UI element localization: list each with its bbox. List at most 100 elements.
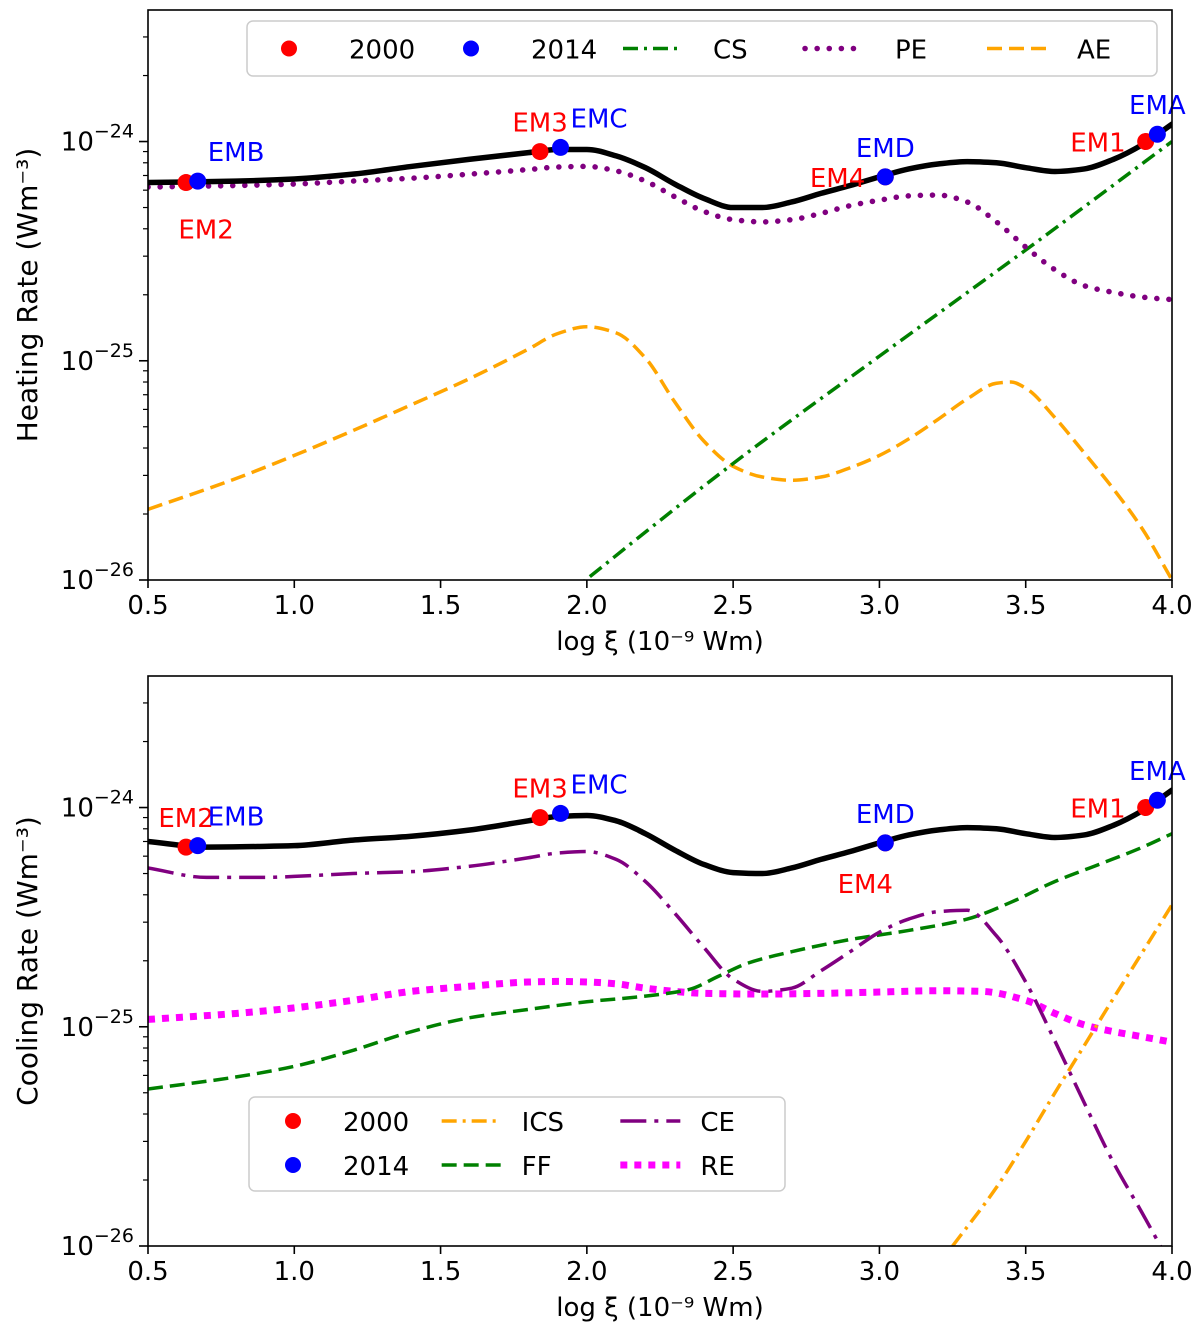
x-tick-label: 2.0 — [566, 1257, 607, 1287]
y-tick-exponent: −24 — [94, 121, 134, 143]
point-label-em2: EM2 — [178, 216, 233, 246]
series-line-ff — [148, 832, 1172, 1091]
series-line-ae — [148, 324, 1172, 580]
y-tick-base: 10 — [61, 347, 94, 377]
point-emb — [189, 172, 207, 190]
legend-label-ff: FF — [522, 1152, 552, 1182]
y-tick-base: 10 — [61, 1232, 94, 1262]
legend-label-2014: 2014 — [531, 36, 597, 66]
point-emc — [552, 138, 570, 156]
point-ema — [1148, 125, 1166, 143]
point-label-em1: EM1 — [1070, 795, 1125, 825]
y-tick-exponent: −26 — [94, 559, 134, 581]
y-tick-exponent: −25 — [94, 1006, 134, 1028]
point-label-em4: EM4 — [810, 164, 865, 194]
legend-label-cs: CS — [713, 36, 748, 66]
legend-label-ics: ICS — [522, 1108, 564, 1138]
series-group — [148, 121, 1172, 580]
x-tick-label: 2.5 — [712, 1257, 753, 1287]
x-tick-label: 1.0 — [274, 1257, 315, 1287]
x-axis: 0.5 1.0 1.5 2.0 2.5 3.0 3.5 4.0 — [127, 580, 1193, 621]
x-tick-label: 4.0 — [1151, 1257, 1192, 1287]
y-tick-label: 10−25 — [61, 340, 134, 377]
point-emb — [189, 837, 207, 855]
point-emd — [876, 168, 894, 186]
x-tick-label: 3.5 — [1005, 591, 1046, 621]
legend: 2000 2014 CS PE AE — [246, 20, 1158, 77]
x-tick-label: 0.5 — [127, 1257, 168, 1287]
x-tick-label: 2.0 — [566, 591, 607, 621]
x-tick-label: 1.0 — [274, 591, 315, 621]
point-label-em2: EM2 — [158, 804, 213, 834]
y-tick-base: 10 — [61, 1013, 94, 1043]
legend-swatch-2000 — [285, 1113, 301, 1129]
series-line-total — [148, 787, 1172, 877]
point-label-em1: EM1 — [1070, 129, 1125, 159]
series-line-pe — [148, 163, 1172, 303]
legend-label-2000: 2000 — [343, 1108, 409, 1138]
point-emc — [552, 804, 570, 822]
x-tick-label: 0.5 — [127, 591, 168, 621]
point-label-emc: EMC — [571, 770, 628, 800]
series-group — [148, 787, 1172, 1246]
point-emd — [876, 834, 894, 852]
y-axis-label: Cooling Rate (Wm⁻³) — [11, 816, 44, 1106]
y-tick-base: 10 — [61, 566, 94, 596]
point-label-em3: EM3 — [512, 109, 567, 139]
legend-swatch-2014 — [463, 40, 479, 57]
point-label-emc: EMC — [571, 104, 628, 134]
legend-swatch-2000 — [281, 40, 297, 57]
series-line-ce — [148, 849, 1163, 1246]
legend-swatch-2014 — [285, 1157, 301, 1173]
y-tick-label: 10−25 — [61, 1006, 134, 1043]
legend-label-2000: 2000 — [349, 36, 415, 66]
x-axis-label: log ξ (10⁻⁹ Wm) — [556, 627, 763, 657]
legend-label-2014: 2014 — [343, 1152, 409, 1182]
y-tick-exponent: −26 — [94, 1225, 134, 1247]
point-label-em3: EM3 — [512, 775, 567, 805]
point-label-emd: EMD — [856, 800, 915, 830]
point-label-ema: EMA — [1129, 91, 1186, 121]
point-label-emb: EMB — [208, 138, 265, 168]
y-tick-base: 10 — [61, 128, 94, 158]
y-tick-label: 10−24 — [61, 787, 134, 824]
x-axis: 0.5 1.0 1.5 2.0 2.5 3.0 3.5 4.0 — [127, 1246, 1193, 1287]
axes-frame — [147, 9, 1173, 581]
point-em3 — [531, 809, 549, 827]
legend-label-ce: CE — [700, 1108, 735, 1138]
x-tick-label: 4.0 — [1151, 591, 1192, 621]
point-label-em4: EM4 — [838, 870, 893, 900]
x-tick-label: 3.0 — [859, 1257, 900, 1287]
legend: 2000 2014 ICS FF CE RE — [248, 1096, 786, 1192]
series-line-total — [148, 121, 1172, 211]
point-label-ema: EMA — [1129, 757, 1186, 787]
point-em3 — [531, 143, 549, 161]
y-tick-label: 10−24 — [61, 121, 134, 158]
legend-label-ae: AE — [1077, 36, 1111, 66]
legend-box — [246, 20, 1158, 77]
x-tick-label: 2.5 — [712, 591, 753, 621]
series-line-cs — [582, 140, 1172, 580]
x-tick-label: 1.5 — [420, 591, 461, 621]
y-tick-label: 10−26 — [61, 559, 134, 596]
series-line-ics — [951, 903, 1172, 1246]
legend-label-re: RE — [700, 1152, 735, 1182]
x-tick-label: 3.5 — [1005, 1257, 1046, 1287]
point-label-emd: EMD — [856, 134, 915, 164]
y-tick-exponent: −25 — [94, 340, 134, 362]
point-ema — [1148, 791, 1166, 809]
point-label-emb: EMB — [208, 803, 265, 833]
x-axis-label: log ξ (10⁻⁹ Wm) — [556, 1293, 763, 1323]
x-tick-label: 3.0 — [859, 591, 900, 621]
y-axis-label: Heating Rate (Wm⁻³) — [11, 148, 44, 443]
y-tick-exponent: −24 — [94, 787, 134, 809]
x-tick-label: 1.5 — [420, 1257, 461, 1287]
y-tick-label: 10−26 — [61, 1225, 134, 1262]
